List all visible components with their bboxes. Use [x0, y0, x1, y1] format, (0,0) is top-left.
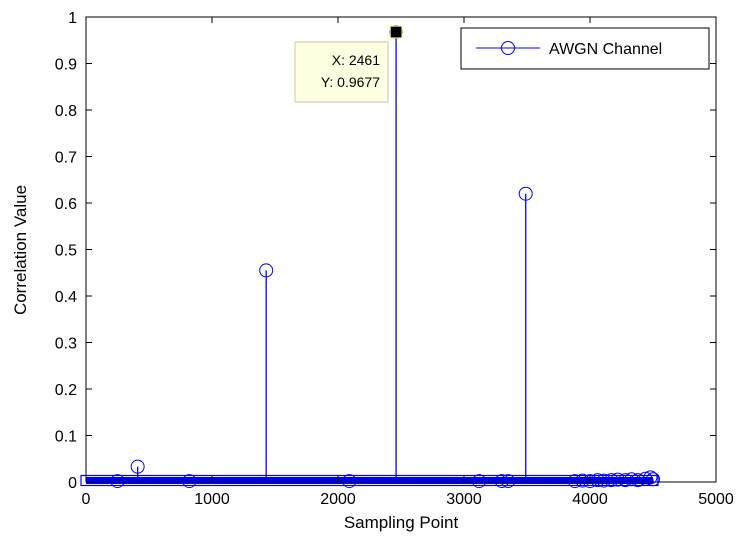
y-tick-label-4: 0.4: [55, 289, 77, 306]
stem-marker-4[interactable]: [342, 474, 357, 489]
legend-marker: [501, 41, 515, 55]
stem-marker-20[interactable]: [638, 471, 653, 486]
stem-marker-21[interactable]: [643, 470, 658, 485]
stem-marker-10[interactable]: [567, 474, 582, 489]
datatip-x-text: X: 2461: [332, 52, 380, 68]
y-axis-label: Correlation Value: [11, 185, 30, 315]
x-tick-label-4: 4000: [572, 491, 608, 508]
stems-group: [110, 25, 660, 489]
y-tick-label-9: 0.9: [55, 57, 77, 74]
x-tick-label-3: 3000: [446, 491, 482, 508]
stem-marker-18[interactable]: [624, 472, 639, 487]
legend-entry-awgn-channel: AWGN Channel: [549, 41, 662, 58]
stem-marker-8[interactable]: [501, 474, 516, 489]
y-tick-label-8: 0.8: [55, 103, 77, 120]
x-tick-label-2: 2000: [320, 491, 356, 508]
stem-marker-3[interactable]: [259, 263, 274, 278]
y-tick-label-2: 0.2: [55, 382, 77, 399]
stem-marker-2[interactable]: [182, 474, 197, 489]
plot-area: [86, 17, 716, 482]
stem-marker-16[interactable]: [610, 472, 625, 487]
y-tick-label-5: 0.5: [55, 243, 77, 260]
datatip-marker: [389, 25, 403, 39]
stem-marker-11[interactable]: [575, 473, 590, 488]
stem-marker-0[interactable]: [110, 474, 125, 489]
y-tick-label-6: 0.6: [55, 196, 77, 213]
baseline-marker-band: [80, 474, 659, 487]
legend[interactable]: AWGN Channel: [460, 27, 710, 70]
x-tick-label-1: 1000: [194, 491, 230, 508]
stem-marker-12[interactable]: [583, 474, 597, 489]
stem-marker-9[interactable]: [518, 186, 533, 201]
stem-marker-6[interactable]: [472, 474, 487, 489]
y-tick-label-1: 0.1: [55, 429, 77, 446]
y-tick-label-0: 0: [68, 475, 77, 492]
x-axis-label: Sampling Point: [344, 513, 459, 532]
y-axis-ticks: 0 0.1 0.2 0.3 0.4 0.5 0.6 0.7 0.8 0.9 1: [55, 10, 716, 492]
y-tick-label-3: 0.3: [55, 336, 77, 353]
datatip-box: [294, 41, 389, 103]
stem-marker-1[interactable]: [130, 459, 145, 474]
y-tick-label-7: 0.7: [55, 150, 77, 167]
datatip[interactable]: X: 2461 Y: 0.9677: [294, 25, 403, 103]
x-axis-ticks: 0 1000 2000 3000 4000 5000: [82, 17, 734, 508]
stem-marker-13[interactable]: [590, 473, 605, 488]
x-tick-label-0: 0: [82, 491, 91, 508]
x-tick-label-5: 5000: [698, 491, 734, 508]
stem-baseline-group: [80, 474, 659, 487]
datatip-y-text: Y: 0.9677: [321, 74, 380, 90]
stem-marker-14[interactable]: [596, 473, 611, 488]
y-tick-label-10: 1: [68, 10, 77, 27]
stem-marker-22[interactable]: [646, 472, 660, 487]
